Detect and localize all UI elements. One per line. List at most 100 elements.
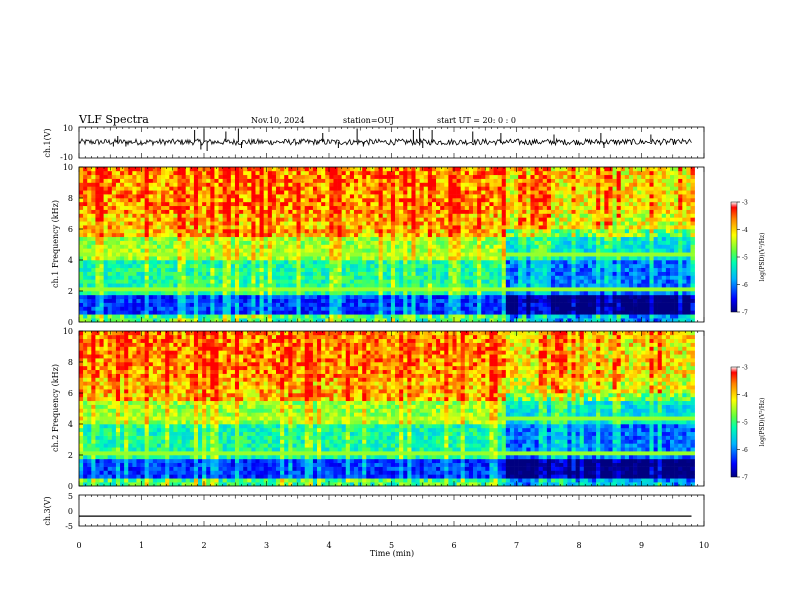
spectrogram-cell [448,205,453,210]
spectrogram-cell [321,205,326,210]
spectrogram-cell [177,267,182,272]
spectrogram-cell [120,256,125,261]
spectrogram-cell [579,182,585,187]
spectrogram-cell [99,291,104,296]
spectrogram-cell [423,182,429,187]
spectrogram-cell [177,225,182,230]
spectrogram-cell [234,209,240,214]
spectrogram-cell [152,314,158,319]
spectrogram-cell [263,283,269,288]
spectrogram-cell [563,275,568,280]
spectrogram-cell [185,283,191,288]
spectrogram-cell [312,221,318,226]
spectrogram-cell [559,240,564,245]
spectrogram-cell [181,256,186,261]
spectrogram-cell [144,306,150,311]
spectrogram-cell [362,225,367,230]
spectrogram-cell [111,221,117,226]
spectrogram-cell [493,248,498,253]
spectrogram-cell [448,194,453,199]
spectrogram-cell [485,291,490,296]
spectrogram-cell [395,263,400,269]
spectrogram-cell [193,240,199,245]
spectrogram-cell [173,232,178,238]
spectrogram-cell [411,302,416,307]
spectrogram-cell [271,221,277,226]
spectrogram-cell [559,229,564,234]
spectrogram-cell [181,229,186,234]
spectrogram-cell [546,306,552,311]
spectrogram-cell [505,178,511,183]
spectrogram-cell [132,229,137,234]
spectrogram-cell [522,232,527,238]
spectrogram-cell [312,294,318,300]
spectrogram-cell [542,167,548,172]
spectrogram-cell [247,287,252,292]
spectrogram-cell [103,240,109,245]
spectrogram-cell [353,306,359,311]
spectrogram-cell [329,170,334,176]
spectrogram-cell [226,236,232,241]
spectrogram-cell [173,205,178,210]
spectrogram-cell [530,318,535,323]
spectrogram-cell [308,294,314,300]
spectrogram-cell [206,279,211,284]
spectrogram-cell [345,279,351,284]
spectrogram-cell [300,291,306,296]
spectrogram-cell [263,201,269,207]
spectrogram-cell [362,318,367,323]
spectrogram-cell [263,275,269,280]
spectrogram-cell [382,236,388,241]
spectrogram-cell [419,205,425,210]
spectrogram-cell [497,170,503,176]
spectrogram-cell [399,186,404,191]
spectrogram-cell [230,232,236,238]
spectrogram-cell [185,263,191,269]
spectrogram-cell [579,198,585,203]
spectrogram-cell [514,279,519,284]
spectrogram-cell [436,248,441,253]
spectrogram-cell [555,244,560,249]
spectrogram-cell [83,263,88,269]
spectrogram-cell [292,217,297,222]
spectrogram-cell [337,194,342,199]
spectrogram-cell [263,178,269,183]
spectrogram-cell [468,174,474,179]
spectrogram-cell [386,256,392,261]
spectrogram-cell [128,221,133,226]
spectrogram-cell [304,201,310,207]
spectrogram-cell [579,209,585,214]
spectrogram-cell [156,209,162,214]
spectrogram-cell [300,294,306,300]
spectrogram-cell [144,170,150,176]
spectrogram-cell [477,170,482,176]
spectrogram-cell [292,221,297,226]
spectrogram-cell [144,209,150,214]
spectrogram-cell [308,248,314,253]
spectrogram-cell [276,198,281,203]
spectrogram-cell [312,244,318,249]
spectrogram-cell [468,306,474,311]
spectrogram-cell [353,194,359,199]
spectrogram-cell [386,225,392,230]
spectrogram-cell [243,271,248,276]
spectrogram-cell [542,229,548,234]
spectrogram-cell [349,209,355,214]
spectrogram-cell [444,201,449,207]
spectrogram-cell [300,260,306,265]
spectrogram-cell [259,287,264,292]
spectrogram-cell [329,178,334,183]
spectrogram-cell [271,182,277,187]
spectrogram-cell [189,201,195,207]
spectrogram-cell [185,167,191,172]
spectrogram-cell [534,248,539,253]
spectrogram-cell [579,260,585,265]
spectrogram-cell [111,167,117,172]
spectrogram-cell [300,194,306,199]
spectrogram-cell [386,170,392,176]
spectrogram-cell [370,205,375,210]
spectrogram-cell [161,167,166,172]
spectrogram-cell [518,232,523,238]
spectrogram-cell [83,178,88,183]
spectrogram-cell [317,310,322,315]
